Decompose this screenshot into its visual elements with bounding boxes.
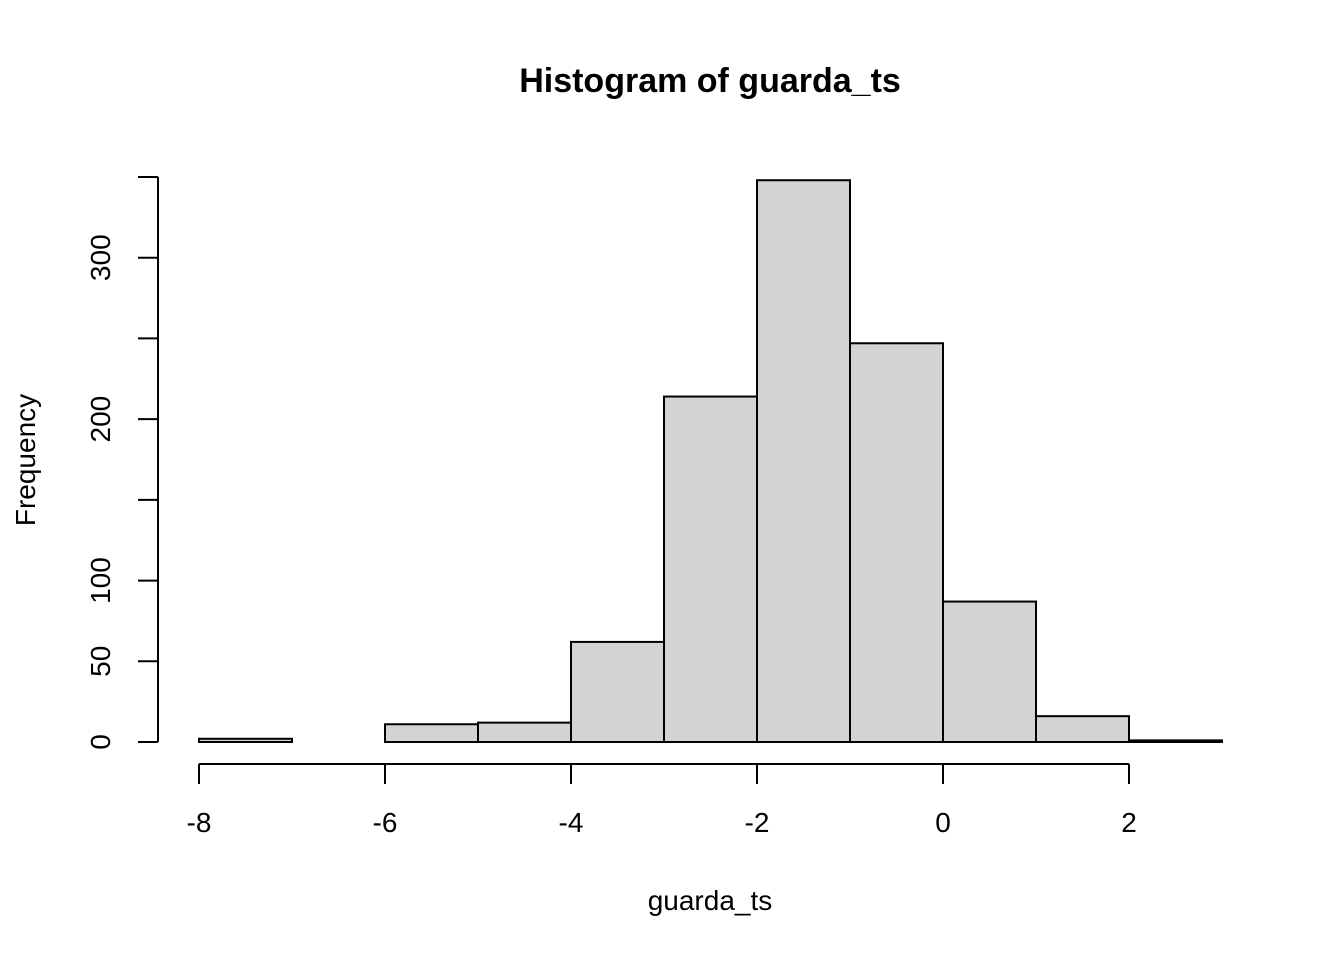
- histogram-bar: [849, 342, 944, 743]
- y-tick-label: 300: [85, 234, 116, 281]
- y-tick-label: 100: [85, 557, 116, 604]
- bars-group: [198, 179, 1223, 744]
- x-tick-label: -6: [373, 807, 398, 838]
- chart-title: Histogram of guarda_ts: [519, 62, 901, 100]
- y-axis-label: Frequency: [10, 394, 41, 526]
- x-axis-label: guarda_ts: [648, 885, 773, 916]
- x-axis: -8 -6 -4 -2 0 2: [187, 763, 1137, 838]
- x-tick-label: 2: [1121, 807, 1137, 838]
- x-tick-label: -2: [745, 807, 770, 838]
- histogram-bar: [1035, 715, 1130, 744]
- x-tick-label: -8: [187, 807, 212, 838]
- y-tick-label: 200: [85, 396, 116, 443]
- histogram-bar: [756, 179, 851, 743]
- y-tick-label: 0: [85, 734, 116, 750]
- histogram-bar: [477, 721, 572, 744]
- histogram-bar: [942, 600, 1037, 743]
- y-axis: 0 50 100 200 300: [85, 176, 159, 750]
- histogram-bar: [570, 640, 665, 744]
- y-tick-label: 50: [85, 646, 116, 677]
- x-tick-label: -4: [559, 807, 584, 838]
- histogram-bar: [384, 723, 479, 744]
- histogram-bar: [663, 395, 758, 743]
- histogram-bar: [198, 737, 293, 743]
- x-tick-label: 0: [935, 807, 951, 838]
- histogram-bar: [1128, 739, 1223, 744]
